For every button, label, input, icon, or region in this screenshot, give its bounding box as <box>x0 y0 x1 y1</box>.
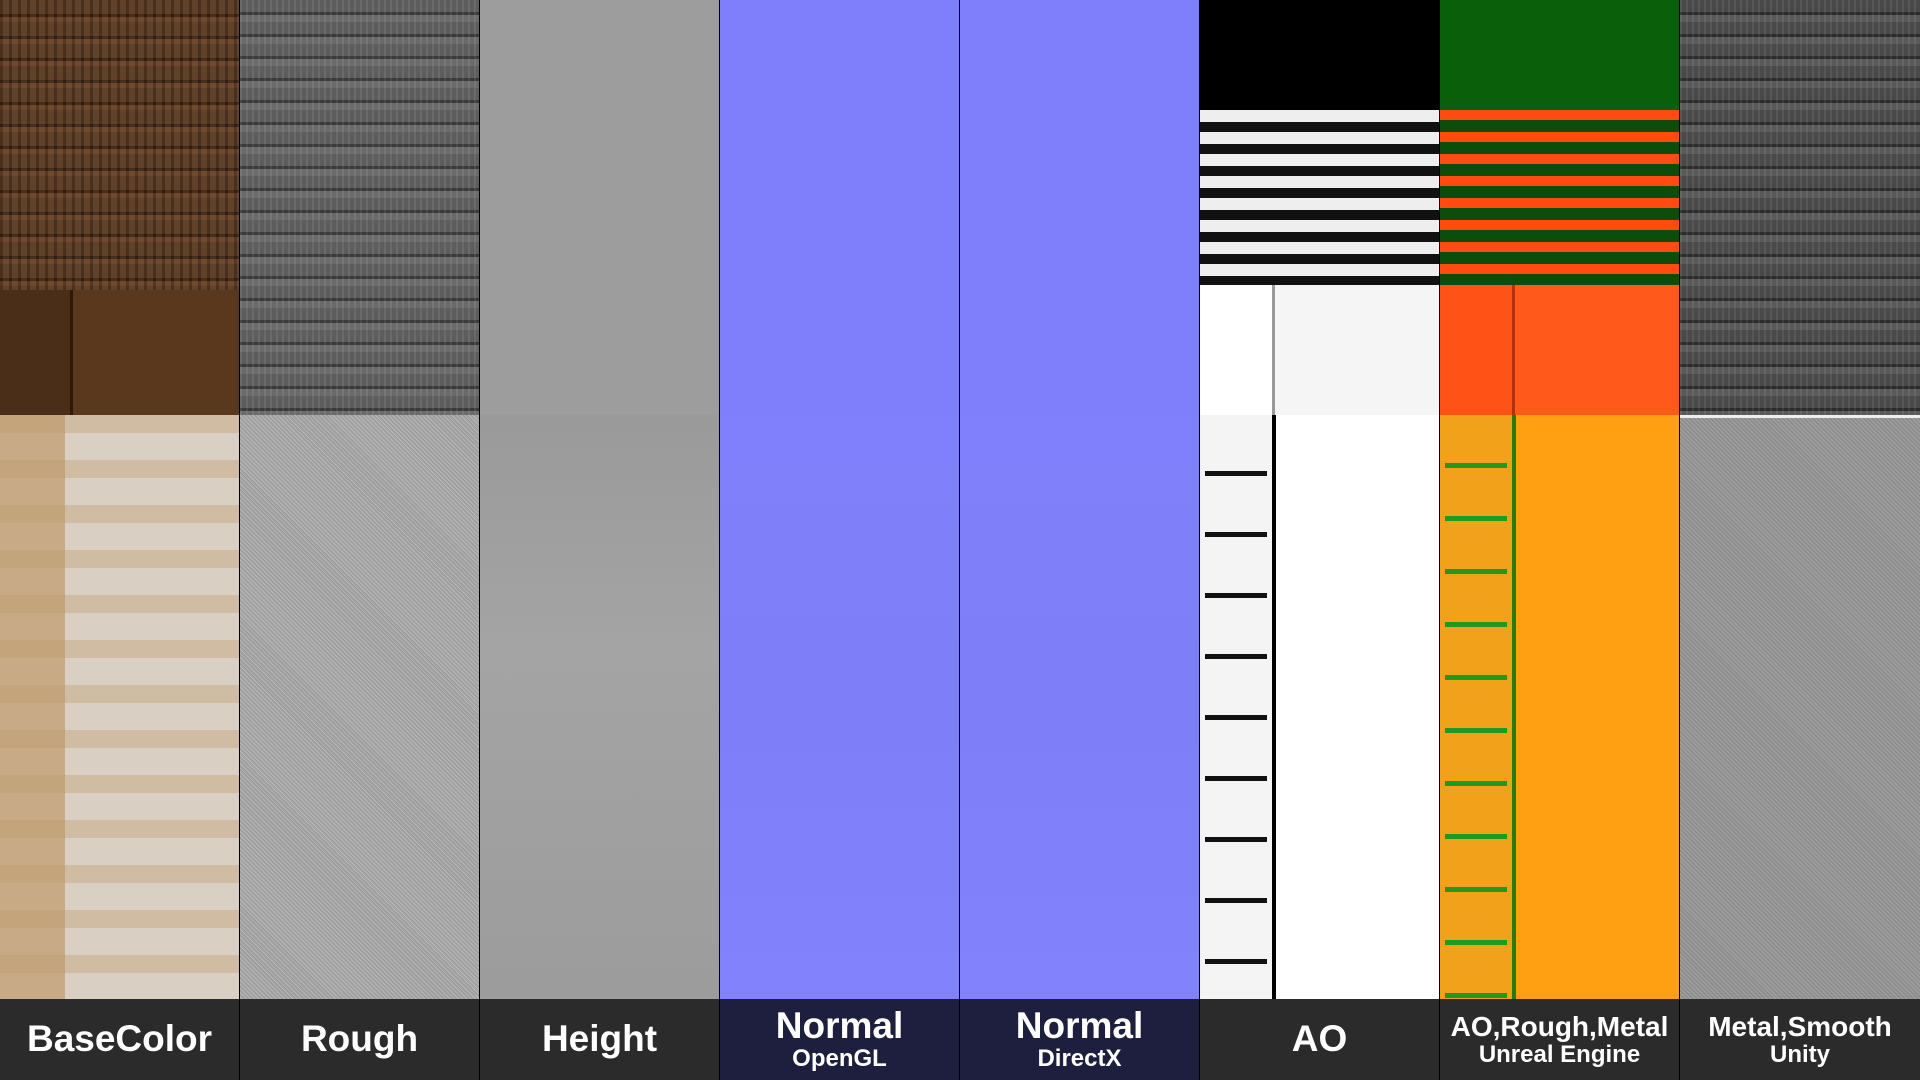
metal-smooth-fabric-texture <box>1680 415 1920 999</box>
rough-label: Rough <box>240 999 479 1080</box>
basecolor-fabric-texture <box>0 415 239 999</box>
height-wood-texture <box>480 0 719 415</box>
basecolor-panel: BaseColor <box>0 0 240 1080</box>
metal-smooth-label: Metal,Smooth Unity <box>1680 999 1920 1080</box>
ao-panel: AO <box>1200 0 1440 1080</box>
map-variant: DirectX <box>1037 1045 1122 1073</box>
metal-smooth-unity-panel: Metal,Smooth Unity <box>1680 0 1920 1080</box>
normal-directx-fabric-texture <box>960 415 1199 999</box>
normal-opengl-panel: Normal OpenGL <box>720 0 960 1080</box>
arm-plank-texture <box>1440 285 1679 415</box>
height-label: Height <box>480 999 719 1080</box>
height-panel: Height <box>480 0 720 1080</box>
normal-opengl-fabric-texture <box>720 415 959 999</box>
map-variant: Unreal Engine <box>1478 1040 1641 1068</box>
metal-smooth-wood-texture <box>1680 0 1920 415</box>
rough-panel: Rough <box>240 0 480 1080</box>
basecolor-label: BaseColor <box>0 999 239 1080</box>
map-name: Normal <box>775 1005 904 1047</box>
map-name: Metal,Smooth <box>1708 1011 1892 1043</box>
map-name: Height <box>541 1018 658 1060</box>
map-name: BaseColor <box>26 1018 213 1060</box>
map-name: Rough <box>300 1018 419 1060</box>
ao-plank-texture <box>1200 285 1439 415</box>
normal-opengl-wood-texture <box>720 0 959 415</box>
arm-label: AO,Rough,Metal Unreal Engine <box>1440 999 1679 1080</box>
map-name: AO,Rough,Metal <box>1450 1011 1669 1043</box>
map-name: AO <box>1291 1018 1348 1060</box>
normal-opengl-label: Normal OpenGL <box>720 999 959 1080</box>
basecolor-wood-texture <box>0 0 239 415</box>
ao-fabric-texture <box>1200 415 1439 999</box>
map-variant: Unity <box>1770 1040 1830 1068</box>
arm-fabric-texture <box>1440 415 1679 999</box>
rough-fabric-texture <box>240 415 479 999</box>
normal-directx-wood-texture <box>960 0 1199 415</box>
map-name: Normal <box>1015 1005 1144 1047</box>
normal-directx-panel: Normal DirectX <box>960 0 1200 1080</box>
arm-unreal-panel: AO,Rough,Metal Unreal Engine <box>1440 0 1680 1080</box>
map-variant: OpenGL <box>792 1045 887 1073</box>
ao-label: AO <box>1200 999 1439 1080</box>
rough-wood-texture <box>240 0 479 415</box>
height-fabric-texture <box>480 415 719 999</box>
normal-directx-label: Normal DirectX <box>960 999 1199 1080</box>
